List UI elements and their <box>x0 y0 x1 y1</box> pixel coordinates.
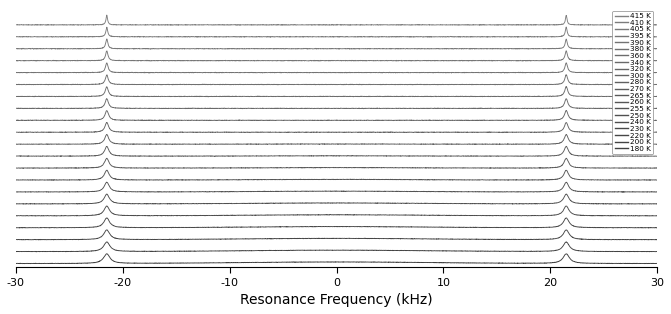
Legend: 415 K, 410 K, 405 K, 395 K, 390 K, 380 K, 360 K, 340 K, 320 K, 300 K, 280 K, 270: 415 K, 410 K, 405 K, 395 K, 390 K, 380 K… <box>613 11 654 154</box>
X-axis label: Resonance Frequency (kHz): Resonance Frequency (kHz) <box>240 293 433 307</box>
